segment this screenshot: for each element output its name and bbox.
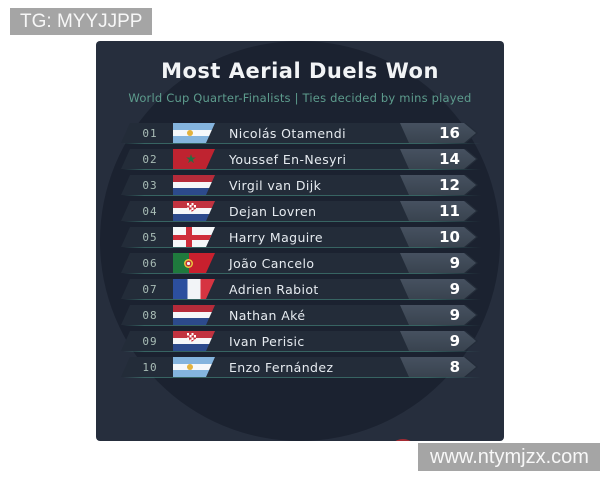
rank-label: 01 [142,126,158,140]
player-name: Dejan Lovren [229,203,317,219]
player-name: Nathan Aké [229,307,306,323]
table-row: 07 Adrien Rabiot 9 [121,279,481,300]
row-divider [123,351,481,352]
table-row: 09 Ivan Perisic 9 [121,331,481,352]
rank-label: 06 [142,256,158,270]
netherlands-flag-icon [173,175,215,195]
value-label: 10 [439,228,460,246]
player-name: João Cancelo [229,255,315,271]
value-label: 14 [439,150,460,168]
row-divider [123,377,481,378]
value-badge: 10 [400,227,476,247]
row-divider [123,273,481,274]
telegram-watermark-badge: TG: MYYJJPP [10,8,153,35]
player-name: Harry Maguire [229,229,324,245]
row-divider [123,299,481,300]
table-row: 01 Nicolás Otamendi 16 [121,123,481,144]
player-name: Youssef En-Nesyri [229,151,347,167]
row-divider [123,169,481,170]
france-flag-icon [173,279,215,299]
value-label: 9 [449,306,460,324]
value-label: 12 [439,176,460,194]
table-row: 05 Harry Maguire 10 [121,227,481,248]
row-divider [123,143,481,144]
portugal-flag-icon [173,253,215,273]
crest-logo-icon [395,439,411,441]
value-label: 16 [439,124,460,142]
page-title: Most Aerial Duels Won [161,59,439,83]
rank-label: 07 [142,282,158,296]
value-badge: 8 [400,357,476,377]
row-divider [123,247,481,248]
value-badge: 12 [400,175,476,195]
stats-card: Most Aerial Duels Won World Cup Quarter-… [96,41,504,441]
netherlands-flag-icon [173,305,215,325]
value-badge: 9 [400,331,476,351]
rank-label: 04 [142,204,158,218]
page-subtitle: World Cup Quarter-Finalists | Ties decid… [128,91,472,105]
value-label: 9 [449,332,460,350]
player-name: Adrien Rabiot [229,281,319,297]
rank-label: 03 [142,178,158,192]
table-row: 02 Youssef En-Nesyri 14 [121,149,481,170]
value-label: 8 [449,358,460,376]
table-row: 04 Dejan Lovren 11 [121,201,481,222]
croatia-flag-icon [173,201,215,221]
player-name: Nicolás Otamendi [229,125,346,141]
argentina-flag-icon [173,357,215,377]
row-divider [123,221,481,222]
england-flag-icon [173,227,215,247]
leaderboard: 01 Nicolás Otamendi 16 02 Youssef En-Nes… [121,123,481,383]
value-badge: 9 [400,305,476,325]
player-name: Virgil van Dijk [229,177,322,193]
rank-label: 05 [142,230,158,244]
row-divider [123,325,481,326]
value-badge: 9 [400,253,476,273]
website-watermark-badge: www.ntymjzx.com [418,443,600,471]
rank-label: 02 [142,152,158,166]
morocco-flag-icon [173,149,215,169]
table-row: 06 João Cancelo 9 [121,253,481,274]
value-label: 11 [439,202,460,220]
value-badge: 16 [400,123,476,143]
table-row: 10 Enzo Fernández 8 [121,357,481,378]
value-label: 9 [449,254,460,272]
value-badge: 14 [400,149,476,169]
value-label: 9 [449,280,460,298]
rank-label: 10 [142,360,158,374]
croatia-flag-icon [173,331,215,351]
rank-label: 08 [142,308,158,322]
player-name: Ivan Perisic [229,333,305,349]
rank-label: 09 [142,334,158,348]
table-row: 08 Nathan Aké 9 [121,305,481,326]
value-badge: 11 [400,201,476,221]
value-badge: 9 [400,279,476,299]
row-divider [123,195,481,196]
player-name: Enzo Fernández [229,359,334,375]
table-row: 03 Virgil van Dijk 12 [121,175,481,196]
argentina-flag-icon [173,123,215,143]
